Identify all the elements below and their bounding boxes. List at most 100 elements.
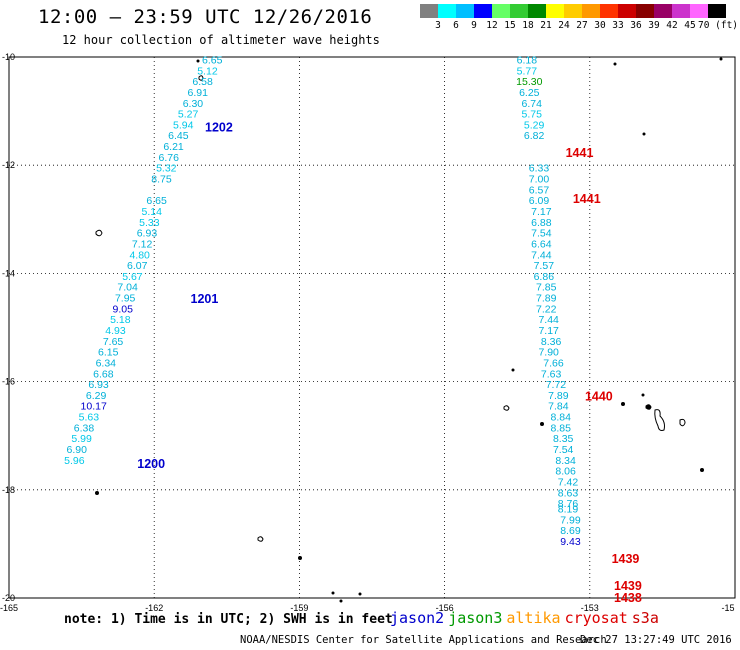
color-scale-ticks: 3 6 9 12 15 18 21 24 27 30 33 36 39 42 45 70 (ft) [420,18,740,32]
generation-timestamp: Dec 27 13:27:49 UTC 2016 [580,634,732,646]
track-1439-value: 8.19 [558,504,579,516]
track-1201-value: 9.05 [113,303,134,315]
color-scale-swatch [654,4,672,18]
track-1439-value: 8.76 [558,498,579,510]
track-1202-value: 6.91 [188,87,209,99]
color-scale-tick: 3 [435,20,441,31]
color-scale-swatch [492,4,510,18]
track-1440-value: 7.17 [538,325,559,337]
track-1201-value: 6.07 [127,260,148,272]
track-label-1439a: 1439 [612,552,640,566]
color-scale-tick: 27 [576,20,588,31]
track-1201-value: 6.68 [93,368,114,380]
track-1201-value: 5.67 [122,271,143,283]
track-1441-value: 15.30 [516,76,542,88]
y-tick-label: -14 [2,268,15,278]
track-1202-value: 6.58 [192,76,213,88]
y-tick-label: -10 [2,52,15,62]
track-1441-value: 5.29 [524,119,545,131]
color-scale-swatch [636,4,654,18]
track-1200-value: 6.90 [67,444,88,456]
track-label-1200: 1200 [137,457,165,471]
track-1201-value: 6.93 [88,379,109,391]
track-1441-value: 6.88 [531,217,552,229]
color-scale-tick: 6 [453,20,459,31]
track-1441-value: 7.17 [531,206,552,218]
track-1202-value: 5.27 [178,109,199,121]
track-1439-value: 8.34 [555,455,576,467]
satellite-legend-jason2: jason2 [390,609,445,627]
track-1201-value: 7.95 [115,293,136,305]
color-scale-swatch [600,4,618,18]
track-label-1439b: 1439 [614,579,642,593]
color-scale-swatch [564,4,582,18]
color-scale-tick: 42 [666,20,678,31]
track-1439-value: 7.99 [560,514,581,526]
color-scale-tick: 21 [540,20,552,31]
color-scale-swatch [438,4,456,18]
color-scale-tick: 70 (ft) [697,20,739,31]
track-label-1441a: 1441 [566,146,594,160]
color-scale-swatch [420,4,438,18]
color-scale-swatch [618,4,636,18]
track-1441-value: 5.75 [522,109,543,121]
color-scale-swatch [546,4,564,18]
track-1440-value: 7.89 [536,293,557,305]
page-subtitle: 12 hour collection of altimeter wave hei… [62,33,380,47]
wave-height-values: 6.655.126.586.916.305.275.946.456.216.76… [64,54,581,547]
track-1202-value: 6.21 [163,141,184,153]
track-1440-value: 7.90 [538,347,559,359]
x-tick-label: -159 [290,603,308,613]
satellite-legend: jason2 jason3 altika cryosat s3a [390,609,663,627]
track-1441-value: 6.82 [524,130,545,142]
track-label-1441b: 1441 [573,192,601,206]
track-1202-value: 6.30 [183,98,204,110]
color-scale-tick: 39 [648,20,660,31]
color-scale-swatches [420,4,740,18]
track-1440-value: 7.54 [553,444,574,456]
track-1201-value: 5.14 [142,206,163,218]
y-tick-label: -18 [2,485,15,495]
track-1440-value: 8.35 [553,433,574,445]
track-1440-value: 7.84 [548,401,569,413]
track-1441-value: 6.09 [529,195,550,207]
map-frame [8,56,736,599]
track-1202-value: 5.12 [197,65,218,77]
islands [95,57,723,603]
track-1200-value: 10.17 [81,401,107,413]
color-scale-tick: 12 [486,20,498,31]
color-scale-swatch [690,4,708,18]
track-1201-value: 4.93 [105,325,126,337]
y-tick-label: -12 [2,160,15,170]
track-1440-value: 7.66 [543,357,564,369]
color-scale-tick: 9 [471,20,477,31]
track-1201-value: 5.18 [110,314,131,326]
track-1439-value: 8.06 [555,466,576,478]
track-1439-value: 8.69 [560,525,581,537]
color-scale-tick: 36 [630,20,642,31]
track-1200-value: 5.63 [79,412,100,424]
color-scale-swatch [708,4,726,18]
track-1440-value: 7.57 [534,260,555,272]
track-1440-value: 6.86 [534,271,555,283]
grid-lines [9,57,735,598]
track-1441-value: 6.57 [529,184,550,196]
track-1441-value: 6.74 [522,98,543,110]
track-1201-value: 6.65 [146,195,167,207]
track-1202-value: 5.94 [173,119,194,131]
x-tick-label: -156 [436,603,454,613]
track-1440-value: 7.72 [546,379,567,391]
track-1440-value: 8.84 [551,412,572,424]
track-1441-value: 6.18 [517,54,538,66]
color-scale-tick: 24 [558,20,570,31]
track-1441-value: 6.64 [531,238,552,250]
track-label-1201: 1201 [191,292,219,306]
track-1440-value: 8.85 [551,422,572,434]
track-label-1440: 1440 [585,390,613,404]
footer-note: note: 1) Time is in UTC; 2) SWH is in fe… [64,612,393,627]
color-scale-tick: 18 [522,20,534,31]
satellite-legend-jason3: jason3 [448,609,503,627]
track-1202-value: 6.76 [159,152,180,164]
track-1202-value: 6.65 [202,54,223,66]
